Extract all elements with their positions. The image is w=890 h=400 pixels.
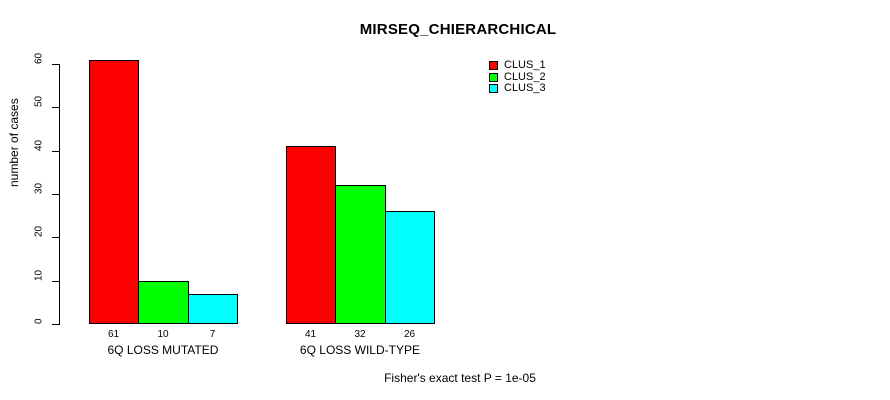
legend-item: CLUS_3 bbox=[489, 83, 546, 95]
y-axis-tick bbox=[52, 107, 59, 108]
bar bbox=[89, 60, 139, 324]
legend-item: CLUS_1 bbox=[489, 60, 546, 72]
y-axis-tick bbox=[52, 151, 59, 152]
legend-item: CLUS_2 bbox=[489, 70, 546, 84]
legend-label: CLUS_1 bbox=[504, 59, 546, 72]
category-label: 6Q LOSS MUTATED bbox=[107, 343, 219, 357]
y-axis-tick bbox=[52, 237, 59, 238]
bar-value-label: 7 bbox=[209, 329, 216, 340]
y-axis-tick bbox=[52, 281, 59, 282]
bar bbox=[138, 281, 189, 324]
legend-swatch bbox=[489, 61, 498, 71]
bar bbox=[286, 146, 336, 324]
bar bbox=[335, 185, 386, 324]
bar bbox=[385, 211, 435, 324]
bar-value-label: 26 bbox=[403, 329, 416, 340]
category-label: 6Q LOSS WILD-TYPE bbox=[299, 343, 420, 357]
legend-label: CLUS_2 bbox=[504, 70, 546, 83]
legend-swatch bbox=[489, 72, 498, 82]
y-axis-tick bbox=[52, 324, 59, 325]
legend-label: CLUS_3 bbox=[504, 82, 546, 95]
legend-swatch bbox=[489, 84, 498, 94]
annotation-text: Fisher's exact test P = 1e-05 bbox=[384, 371, 536, 385]
bar-value-label: 61 bbox=[107, 329, 120, 340]
y-axis-tick bbox=[52, 64, 59, 65]
bar-value-label: 41 bbox=[304, 329, 317, 340]
bar-value-label: 10 bbox=[157, 329, 169, 340]
bar-value-label: 32 bbox=[354, 329, 366, 340]
bar bbox=[188, 294, 238, 324]
y-axis-line bbox=[59, 64, 60, 325]
legend: CLUS_1 CLUS_2 CLUS_3 bbox=[489, 60, 546, 95]
chart-title: MIRSEQ_CHIERARCHICAL bbox=[359, 21, 557, 38]
y-axis-tick bbox=[52, 194, 59, 195]
